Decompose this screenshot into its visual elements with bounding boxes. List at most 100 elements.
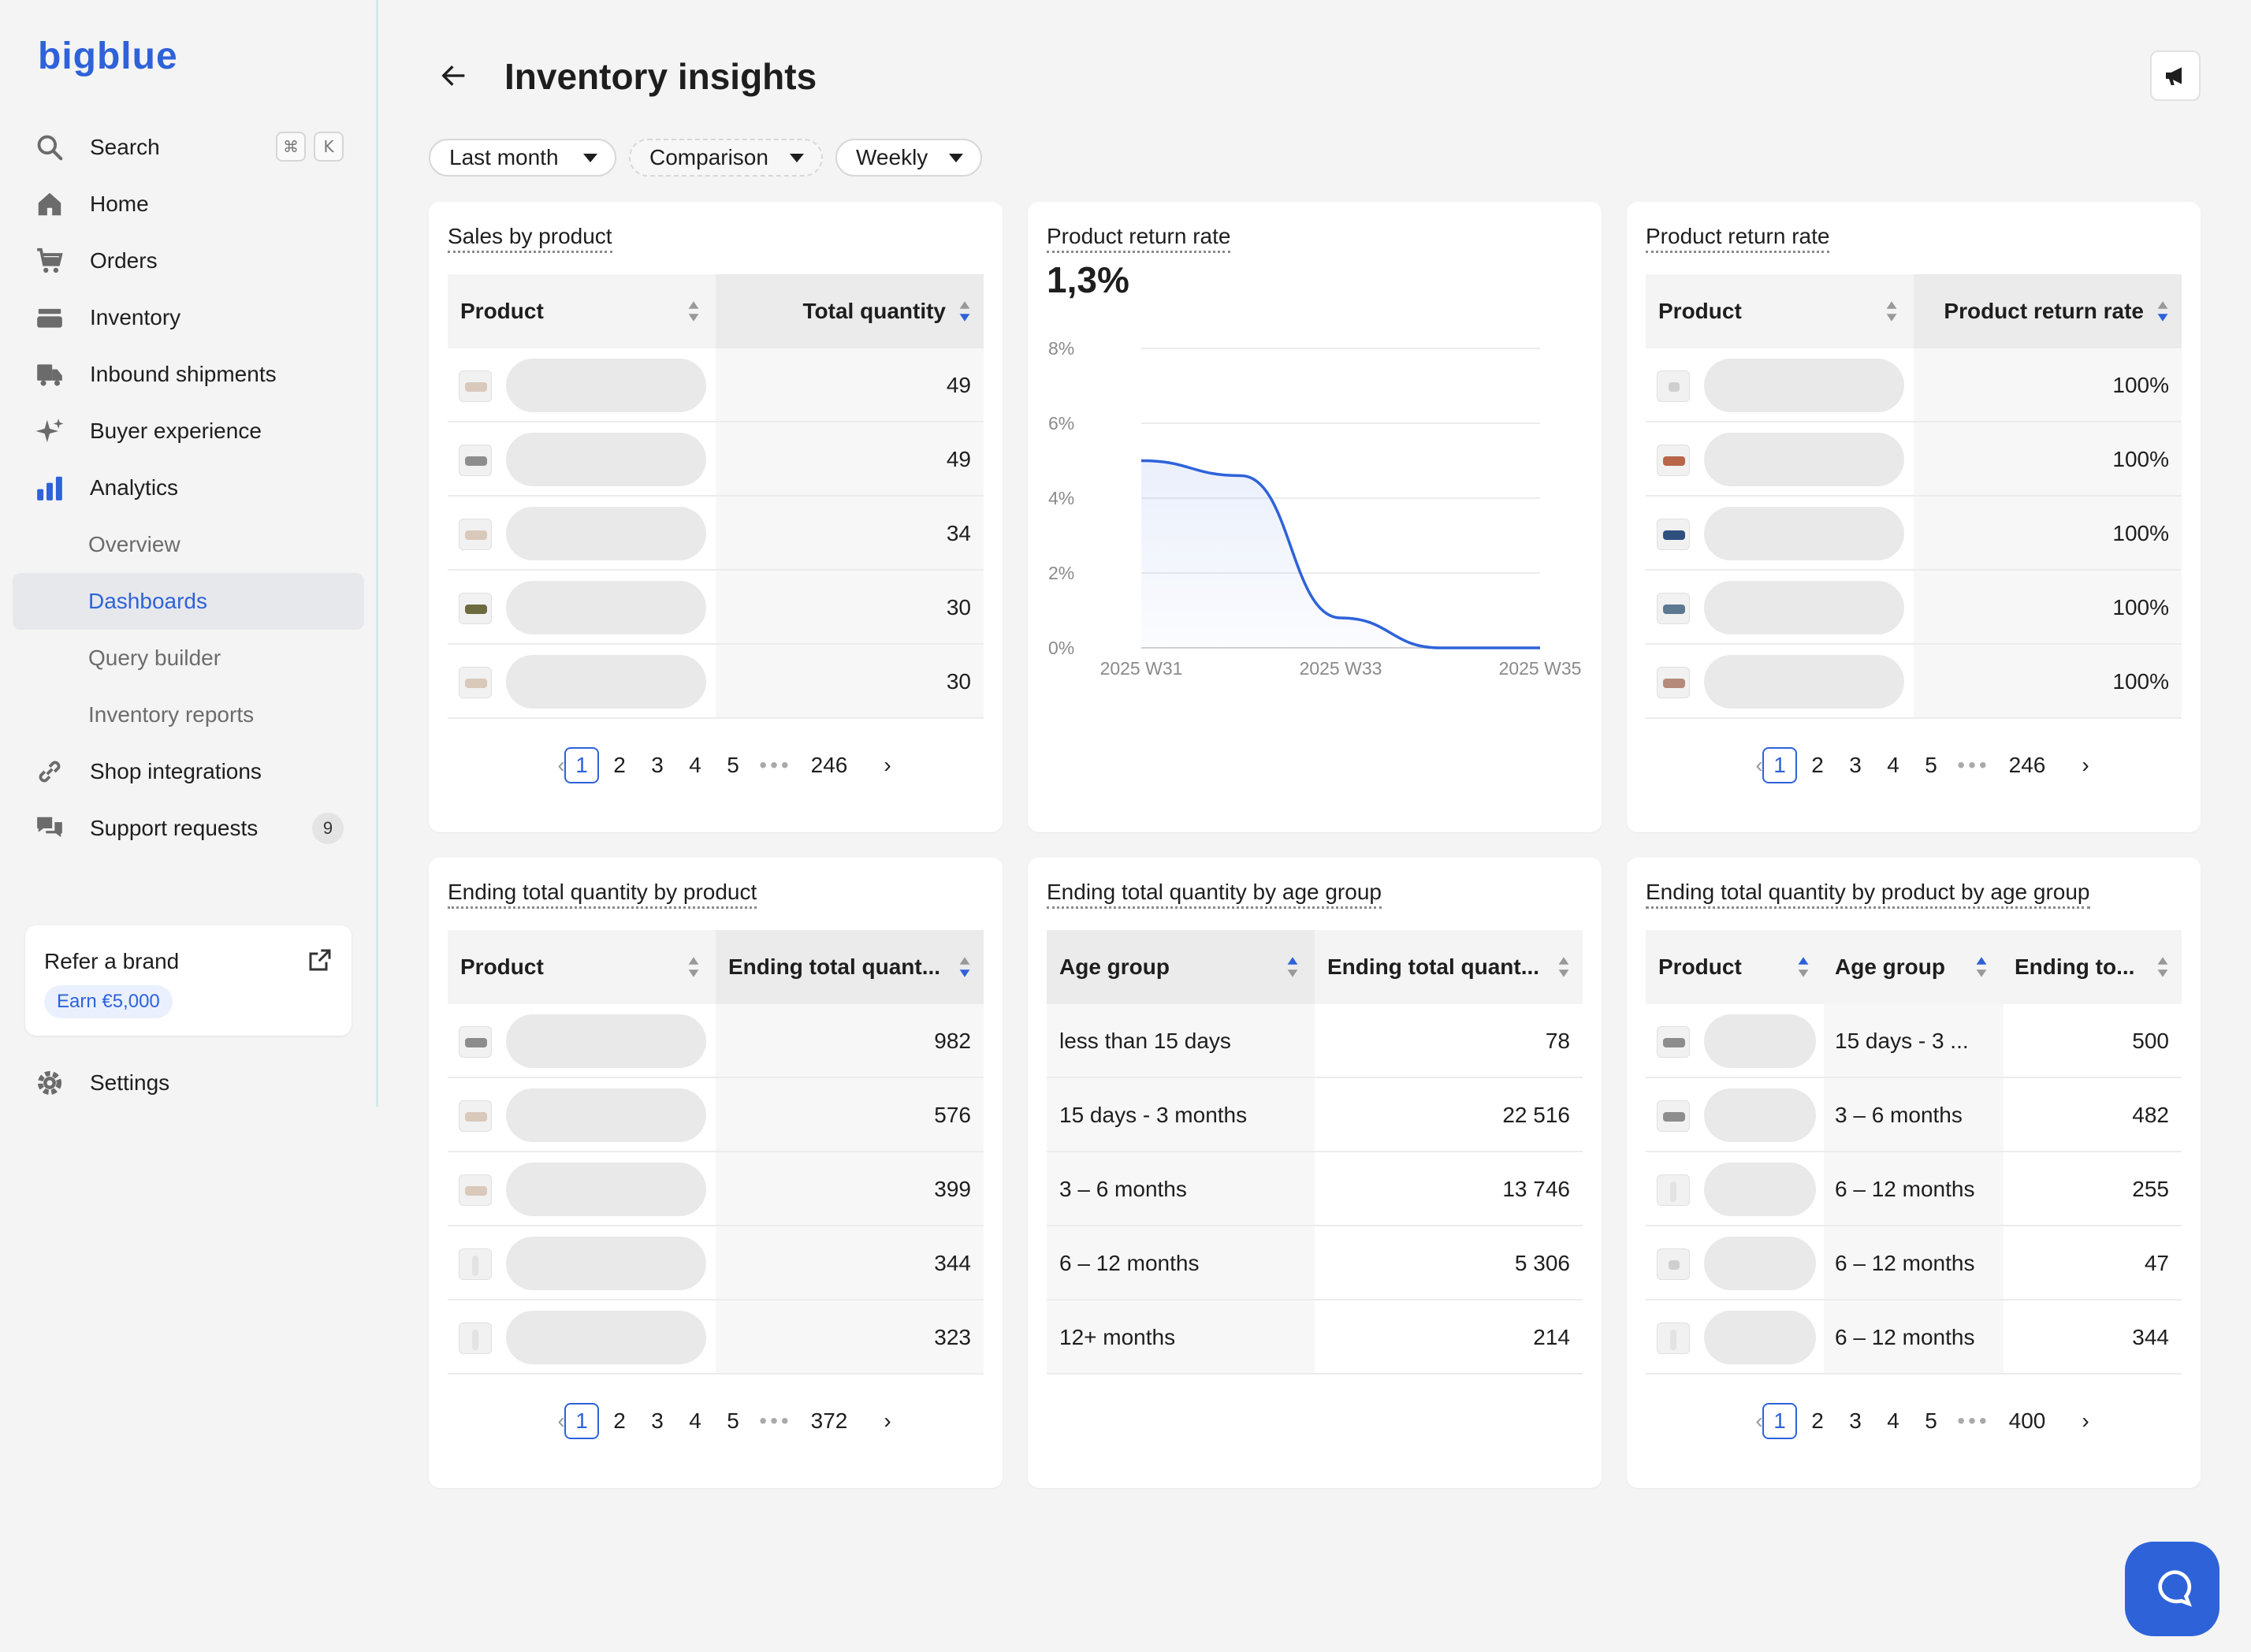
column-header-age-group[interactable]: Age group [1824, 930, 2004, 1004]
prev-page-icon[interactable]: ‹ [1755, 753, 1763, 777]
card-title[interactable]: Product return rate [1047, 224, 1231, 253]
page-button[interactable]: 246 [2008, 753, 2046, 777]
table-row[interactable]: 6 – 12 months 255 [1646, 1152, 2182, 1226]
card-title[interactable]: Product return rate [1646, 224, 1830, 253]
table-row[interactable]: 100% [1646, 422, 2182, 497]
column-header-product[interactable]: Product [1646, 274, 1914, 348]
bigblue-logo[interactable]: bigblue [38, 35, 178, 77]
next-page-icon[interactable]: › [884, 1408, 891, 1433]
column-header-ending-quantity[interactable]: Ending total quant... [716, 930, 984, 1004]
table-row[interactable]: 3 – 6 months 482 [1646, 1078, 2182, 1152]
table-row[interactable]: 15 days - 3 months 22 516 [1047, 1078, 1583, 1152]
page-button[interactable]: 3 [651, 753, 664, 777]
table-row[interactable]: 12+ months 214 [1047, 1300, 1583, 1375]
page-button[interactable]: 1 [1762, 747, 1797, 783]
column-header-product[interactable]: Product [1646, 930, 1824, 1004]
table-row[interactable]: 344 [448, 1226, 984, 1300]
card-title[interactable]: Sales by product [448, 224, 612, 253]
table-row[interactable]: 576 [448, 1078, 984, 1152]
period-filter[interactable]: Last month [429, 139, 616, 177]
sidebar-item-home[interactable]: Home [13, 176, 364, 233]
granularity-filter[interactable]: Weekly [835, 139, 982, 177]
table-row[interactable]: 6 – 12 months 344 [1646, 1300, 2182, 1375]
column-header-return-rate[interactable]: Product return rate [1914, 274, 2182, 348]
table-row[interactable]: 323 [448, 1300, 984, 1375]
next-page-icon[interactable]: › [2082, 753, 2089, 777]
sidebar-item-support-requests[interactable]: Support requests 9 [13, 800, 364, 857]
sidebar-item-buyer-experience[interactable]: Buyer experience [13, 403, 364, 460]
column-header-ending-quantity[interactable]: Ending to... [2004, 930, 2182, 1004]
next-page-icon[interactable]: › [2082, 1408, 2089, 1433]
page-button[interactable]: 1 [1762, 1403, 1797, 1439]
sidebar-item-analytics[interactable]: Analytics [13, 460, 364, 516]
age-group-value: 12+ months [1059, 1325, 1176, 1349]
table-row[interactable]: 30 [448, 571, 984, 645]
page-button[interactable]: 4 [689, 753, 701, 777]
announcement-button[interactable] [2150, 50, 2201, 101]
column-header-age-group[interactable]: Age group [1047, 930, 1315, 1004]
prev-page-icon[interactable]: ‹ [1755, 1408, 1763, 1433]
sidebar-subitem-dashboards[interactable]: Dashboards [13, 573, 364, 630]
next-page-icon[interactable]: › [884, 753, 891, 777]
column-header-ending-quantity[interactable]: Ending total quant... [1315, 930, 1583, 1004]
product-name-placeholder [506, 359, 706, 412]
table-row[interactable]: less than 15 days 78 [1047, 1004, 1583, 1078]
sidebar-item-orders[interactable]: Orders [13, 233, 364, 289]
page-button[interactable]: 1 [564, 1403, 599, 1439]
page-button[interactable]: 2 [613, 753, 626, 777]
column-header-total-quantity[interactable]: Total quantity [716, 274, 984, 348]
page-button[interactable]: 2 [1811, 1408, 1824, 1433]
chat-support-button[interactable] [2125, 1542, 2219, 1636]
y-tick-label: 4% [1048, 488, 1074, 508]
column-header-product[interactable]: Product [448, 930, 716, 1004]
page-button[interactable]: 3 [1849, 1408, 1862, 1433]
card-title[interactable]: Ending total quantity by product by age … [1646, 880, 2090, 909]
page-button[interactable]: 3 [651, 1408, 664, 1433]
page-button[interactable]: 2 [613, 1408, 626, 1433]
page-button[interactable]: 4 [1887, 753, 1899, 777]
sidebar-item-shop-integrations[interactable]: Shop integrations [13, 743, 364, 800]
page-button[interactable]: 5 [727, 753, 739, 777]
table-row[interactable]: 100% [1646, 571, 2182, 645]
search-item[interactable]: Search ⌘ K [13, 119, 364, 176]
prev-page-icon[interactable]: ‹ [557, 1408, 565, 1433]
table-row[interactable]: 6 – 12 months 5 306 [1047, 1226, 1583, 1300]
table-row[interactable]: 6 – 12 months 47 [1646, 1226, 2182, 1300]
table-row[interactable]: 15 days - 3 ... 500 [1646, 1004, 2182, 1078]
sidebar-subitem-overview[interactable]: Overview [13, 516, 364, 573]
prev-page-icon[interactable]: ‹ [557, 753, 565, 777]
table-row[interactable]: 34 [448, 497, 984, 571]
back-arrow-icon[interactable] [438, 60, 470, 91]
page-button[interactable]: 5 [1925, 1408, 1937, 1433]
table-row[interactable]: 3 – 6 months 13 746 [1047, 1152, 1583, 1226]
column-header-product[interactable]: Product [448, 274, 716, 348]
sidebar-item-label: Orders [90, 248, 158, 273]
sidebar-subitem-inventory-reports[interactable]: Inventory reports [13, 686, 364, 743]
page-button[interactable]: 5 [727, 1408, 739, 1433]
card-title[interactable]: Ending total quantity by product [448, 880, 757, 909]
page-button[interactable]: 400 [2008, 1408, 2046, 1433]
table-row[interactable]: 100% [1646, 645, 2182, 719]
table-row[interactable]: 30 [448, 645, 984, 719]
page-button[interactable]: 372 [810, 1408, 848, 1433]
page-button[interactable]: 246 [810, 753, 848, 777]
sidebar-subitem-query-builder[interactable]: Query builder [13, 630, 364, 686]
page-button[interactable]: 4 [1887, 1408, 1899, 1433]
table-row[interactable]: 100% [1646, 348, 2182, 422]
page-button[interactable]: 1 [564, 747, 599, 783]
card-title[interactable]: Ending total quantity by age group [1047, 880, 1382, 909]
table-row[interactable]: 399 [448, 1152, 984, 1226]
sidebar-item-inventory[interactable]: Inventory [13, 289, 364, 346]
refer-a-brand-card[interactable]: Refer a brand Earn €5,000 [25, 925, 352, 1036]
page-button[interactable]: 5 [1925, 753, 1937, 777]
page-button[interactable]: 4 [689, 1408, 701, 1433]
table-row[interactable]: 982 [448, 1004, 984, 1078]
table-row[interactable]: 100% [1646, 497, 2182, 571]
comparison-filter[interactable]: Comparison [629, 139, 823, 177]
page-button[interactable]: 3 [1849, 753, 1862, 777]
page-button[interactable]: 2 [1811, 753, 1824, 777]
table-row[interactable]: 49 [448, 348, 984, 422]
table-row[interactable]: 49 [448, 422, 984, 497]
sidebar-item-inbound-shipments[interactable]: Inbound shipments [13, 346, 364, 403]
sidebar-item-settings[interactable]: Settings [13, 1055, 364, 1111]
